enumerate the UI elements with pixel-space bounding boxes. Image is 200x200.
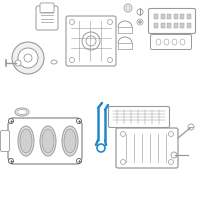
Bar <box>174 14 178 19</box>
FancyBboxPatch shape <box>108 106 170 128</box>
Circle shape <box>18 48 38 68</box>
Bar <box>186 14 190 19</box>
Ellipse shape <box>164 39 169 45</box>
Circle shape <box>86 36 96 46</box>
Circle shape <box>24 54 32 62</box>
Bar <box>167 14 171 19</box>
Circle shape <box>70 20 74 24</box>
Circle shape <box>168 132 174 136</box>
Bar <box>186 23 190 28</box>
Bar <box>154 14 158 19</box>
Circle shape <box>8 118 14 123</box>
FancyBboxPatch shape <box>0 130 10 152</box>
Ellipse shape <box>40 126 56 156</box>
Ellipse shape <box>62 126 78 156</box>
Circle shape <box>168 160 174 164</box>
Circle shape <box>76 158 82 164</box>
Circle shape <box>126 6 130 10</box>
Ellipse shape <box>15 108 29 116</box>
FancyBboxPatch shape <box>66 16 116 66</box>
Circle shape <box>76 118 82 123</box>
Ellipse shape <box>156 39 161 45</box>
Circle shape <box>124 4 132 12</box>
Circle shape <box>108 58 112 62</box>
FancyBboxPatch shape <box>36 6 58 30</box>
Ellipse shape <box>42 129 54 153</box>
Bar <box>167 23 171 28</box>
Ellipse shape <box>180 39 185 45</box>
Bar <box>180 14 184 19</box>
Circle shape <box>120 132 126 136</box>
Circle shape <box>15 60 21 66</box>
Circle shape <box>120 160 126 164</box>
Circle shape <box>12 42 44 74</box>
Circle shape <box>137 9 143 15</box>
Bar <box>154 23 158 28</box>
Circle shape <box>171 152 177 158</box>
FancyBboxPatch shape <box>148 8 196 33</box>
Ellipse shape <box>17 110 27 114</box>
Bar <box>160 23 164 28</box>
Bar <box>174 23 178 28</box>
Bar <box>180 23 184 28</box>
Circle shape <box>137 19 143 25</box>
FancyBboxPatch shape <box>116 128 178 168</box>
Circle shape <box>108 20 112 24</box>
FancyBboxPatch shape <box>151 34 192 49</box>
Circle shape <box>82 32 100 50</box>
Ellipse shape <box>64 129 76 153</box>
Ellipse shape <box>20 129 32 153</box>
Ellipse shape <box>51 60 57 64</box>
Circle shape <box>8 158 14 164</box>
Circle shape <box>97 144 105 152</box>
Ellipse shape <box>172 39 177 45</box>
FancyBboxPatch shape <box>40 3 54 13</box>
Circle shape <box>138 21 142 23</box>
Bar <box>160 14 164 19</box>
Circle shape <box>188 124 194 130</box>
Ellipse shape <box>18 126 34 156</box>
Circle shape <box>70 58 74 62</box>
Polygon shape <box>8 118 82 164</box>
